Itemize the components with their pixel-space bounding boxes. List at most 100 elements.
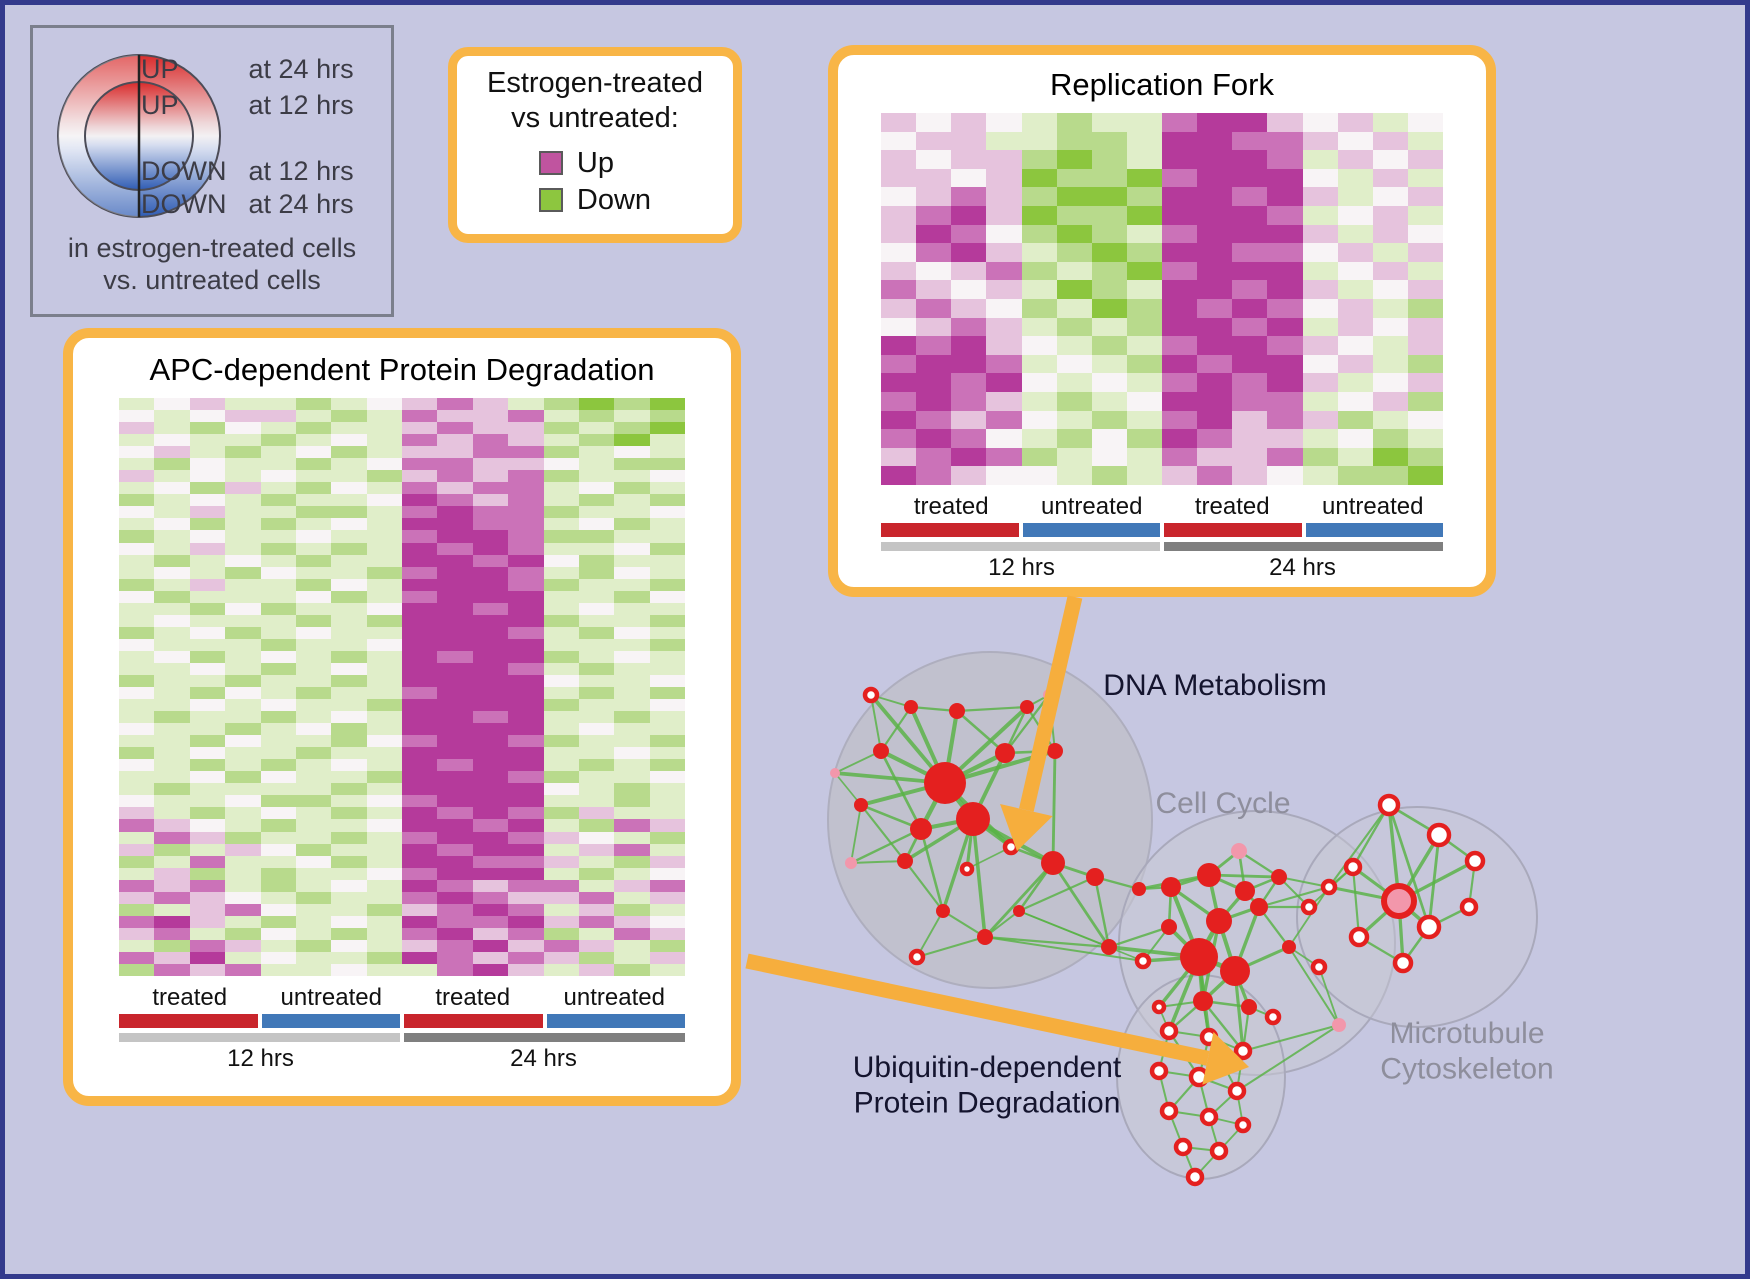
heatmap-cell — [437, 963, 473, 976]
heatmap-cell — [189, 614, 226, 627]
heatmap-cell — [295, 951, 332, 964]
heatmap-cell — [119, 398, 155, 411]
heatmap-cell — [366, 542, 402, 555]
heatmap-cell — [1197, 113, 1233, 132]
heatmap-cell — [986, 280, 1022, 299]
heatmap-cell — [1267, 410, 1303, 430]
heatmap-cell — [614, 735, 650, 748]
heatmap-cell — [614, 482, 650, 495]
heatmap-cell — [1372, 299, 1408, 318]
heatmap-cell — [951, 410, 987, 430]
heatmap-cell — [366, 422, 402, 435]
heatmap-cell — [366, 795, 402, 808]
legend-item-up: Up — [538, 147, 651, 180]
heatmap-cell — [189, 759, 226, 772]
network-node — [1426, 822, 1452, 848]
heatmap-cell — [1302, 299, 1338, 318]
heatmap-cell — [649, 518, 685, 531]
heatmap-cell — [119, 566, 155, 579]
heatmap-cell — [1091, 187, 1127, 206]
heatmap-cell — [437, 927, 473, 940]
arrow-shaft-to-dna-metabolism — [1019, 595, 1083, 812]
heatmap-cell — [225, 578, 261, 591]
heatmap-cell — [402, 867, 438, 880]
heatmap-cell — [154, 795, 190, 808]
heatmap-cell — [260, 422, 296, 435]
heatmap-cell — [508, 446, 544, 459]
network-edge — [1358, 936, 1404, 964]
heatmap-cell — [986, 187, 1022, 206]
heatmap-cell — [951, 299, 987, 318]
heatmap-cell — [1021, 224, 1057, 244]
network-node — [924, 762, 966, 804]
heatmap-cell — [331, 482, 367, 495]
heatmap-cell — [119, 783, 155, 796]
replication-heatmap — [881, 113, 1443, 485]
heatmap-cell — [437, 662, 473, 675]
heatmap-cell — [472, 674, 509, 687]
heatmap-cell — [986, 243, 1022, 262]
heatmap-cell — [1302, 261, 1338, 281]
heatmap-cell — [578, 963, 615, 976]
group-label-untreated-12: untreated — [280, 984, 382, 1011]
heatmap-cell — [225, 891, 261, 904]
heatmap-cell — [578, 891, 615, 904]
down-label: DOWN — [141, 156, 227, 186]
heatmap-cell — [331, 626, 367, 639]
heatmap-cell — [295, 807, 332, 820]
heatmap-cell — [154, 434, 190, 447]
heatmap-cell — [1232, 206, 1268, 225]
network-edge — [943, 705, 1029, 785]
heatmap-cell — [366, 470, 402, 483]
heatmap-cell — [1021, 336, 1057, 355]
heatmap-cell — [331, 963, 367, 976]
heatmap-cell — [225, 422, 261, 435]
heatmap-cell — [189, 867, 226, 880]
heatmap-cell — [1337, 410, 1373, 430]
heatmap-cell — [1197, 168, 1233, 188]
heatmap-cell — [402, 939, 438, 952]
heatmap-cell — [614, 747, 650, 760]
heatmap-cell — [1091, 150, 1127, 169]
heatmap-cell — [508, 819, 544, 832]
heatmap-cell — [331, 867, 367, 880]
network-node — [1188, 1066, 1210, 1088]
heatmap-cell — [295, 735, 332, 748]
network-edge — [1257, 876, 1281, 908]
heatmap-cell — [154, 903, 190, 916]
heatmap-cell — [916, 299, 952, 318]
heatmap-cell — [366, 590, 402, 603]
heatmap-cell — [225, 795, 261, 808]
heatmap-cell — [402, 674, 438, 687]
heatmap-cell — [295, 506, 332, 519]
network-node — [1241, 999, 1257, 1015]
heatmap-cell — [402, 638, 438, 651]
heatmap-cell — [614, 602, 650, 615]
network-edge — [1198, 1075, 1238, 1093]
cluster-label-microtubule-cytoskeleton: Microtubule — [1389, 1017, 1544, 1050]
network-edge — [972, 817, 1012, 849]
network-edge — [1094, 875, 1140, 891]
heatmap-cell — [881, 243, 917, 262]
heatmap-cell — [1302, 168, 1338, 188]
heatmap-cell — [260, 819, 296, 832]
heatmap-cell — [331, 614, 367, 627]
heatmap-cell — [1091, 243, 1127, 262]
heatmap-cell — [437, 855, 473, 868]
network-edge — [904, 860, 944, 912]
heatmap-cell — [508, 915, 544, 928]
heatmap-cell — [881, 373, 917, 392]
network-node — [908, 948, 926, 966]
heatmap-cell — [295, 542, 332, 555]
heatmap-cell — [154, 747, 190, 760]
heatmap-cell — [260, 446, 296, 459]
updown-caption: in estrogen-treated cells vs. untreated … — [33, 232, 391, 297]
heatmap-cell — [1267, 373, 1303, 392]
heatmap-cell — [881, 410, 917, 430]
heatmap-cell — [986, 299, 1022, 318]
heatmap-cell — [543, 915, 579, 928]
heatmap-cell — [1232, 447, 1268, 467]
heatmap-cell — [402, 855, 438, 868]
heatmap-cell — [1197, 317, 1233, 337]
network-edge — [1233, 970, 1251, 1008]
